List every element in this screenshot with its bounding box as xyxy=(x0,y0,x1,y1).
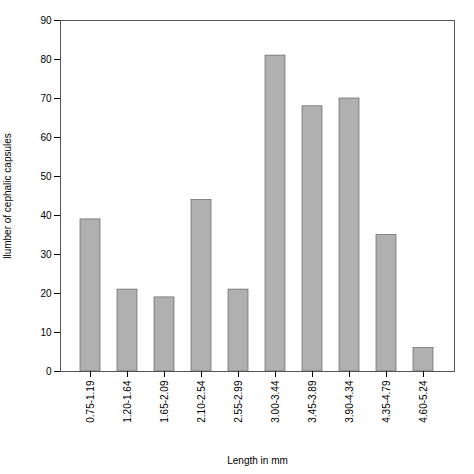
svg-text:2.10-2.54: 2.10-2.54 xyxy=(196,380,207,423)
svg-text:1.65-2.09: 1.65-2.09 xyxy=(159,380,170,423)
svg-text:60: 60 xyxy=(40,132,52,143)
svg-text:2.55-2.99: 2.55-2.99 xyxy=(233,380,244,423)
svg-text:20: 20 xyxy=(40,288,52,299)
svg-text:30: 30 xyxy=(40,249,52,260)
svg-text:4.60-5.24: 4.60-5.24 xyxy=(418,380,429,423)
svg-text:70: 70 xyxy=(40,93,52,104)
svg-text:3.45-3.89: 3.45-3.89 xyxy=(307,380,318,423)
svg-text:3.90-4.34: 3.90-4.34 xyxy=(344,380,355,423)
svg-text:90: 90 xyxy=(40,15,52,26)
svg-text:4.35-4.79: 4.35-4.79 xyxy=(381,380,392,423)
svg-text:0.75-1.19: 0.75-1.19 xyxy=(85,380,96,423)
svg-text:0: 0 xyxy=(46,366,52,377)
svg-text:Length in mm: Length in mm xyxy=(227,455,288,466)
svg-text:40: 40 xyxy=(40,210,52,221)
svg-text:3.00-3.44: 3.00-3.44 xyxy=(270,380,281,423)
svg-text:50: 50 xyxy=(40,171,52,182)
svg-text:llumber of cephalic capsules: llumber of cephalic capsules xyxy=(2,133,13,259)
svg-text:80: 80 xyxy=(40,54,52,65)
svg-text:1.20-1.64: 1.20-1.64 xyxy=(122,380,133,423)
svg-text:10: 10 xyxy=(40,327,52,338)
